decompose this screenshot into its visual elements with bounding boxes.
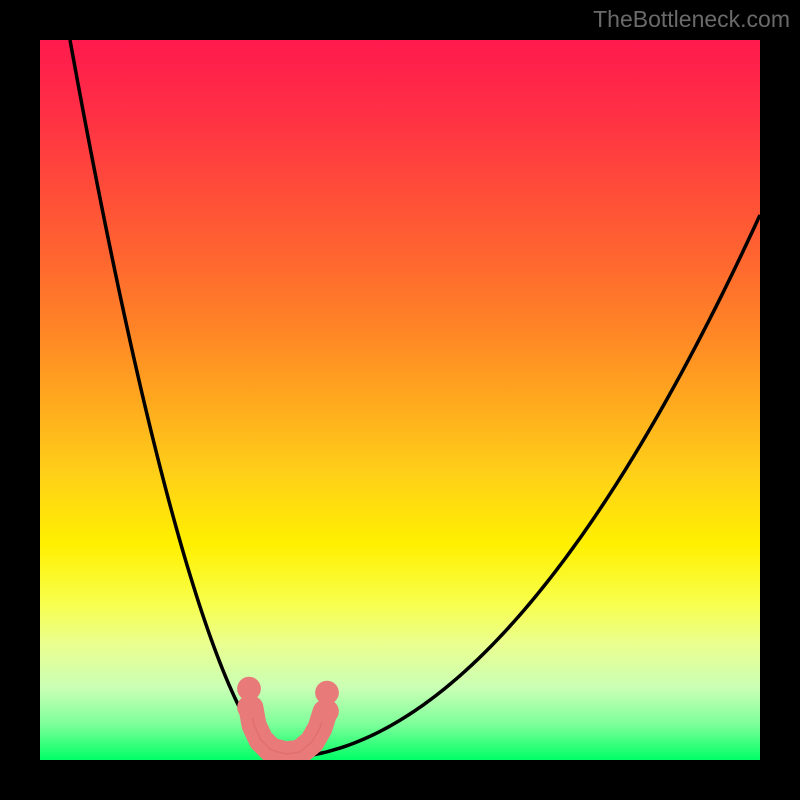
watermark-text: TheBottleneck.com — [593, 6, 790, 33]
gradient-background — [40, 40, 760, 760]
chart-svg — [40, 40, 760, 760]
plot-area — [40, 40, 760, 760]
